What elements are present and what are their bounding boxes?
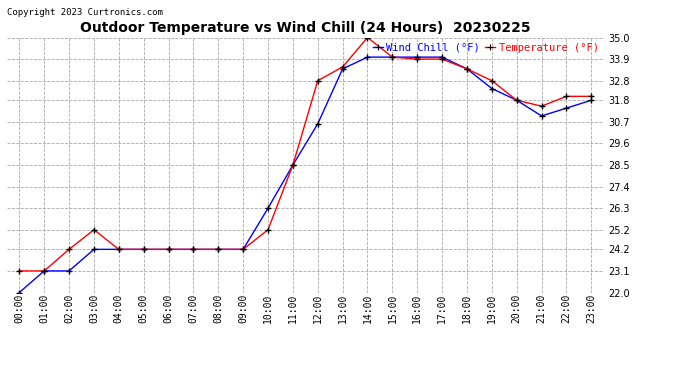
- Legend: Wind Chill (°F), Temperature (°F): Wind Chill (°F), Temperature (°F): [368, 39, 602, 57]
- Text: Copyright 2023 Curtronics.com: Copyright 2023 Curtronics.com: [7, 8, 163, 17]
- Title: Outdoor Temperature vs Wind Chill (24 Hours)  20230225: Outdoor Temperature vs Wind Chill (24 Ho…: [80, 21, 531, 35]
